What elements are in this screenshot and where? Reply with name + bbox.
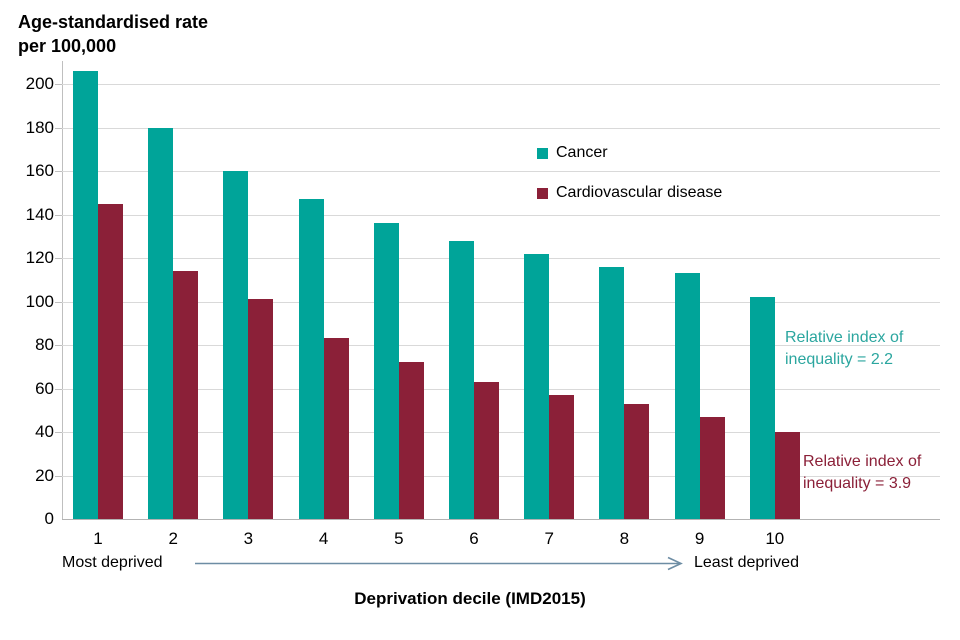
y-axis-label-180: 180 — [25, 117, 54, 137]
plot-area — [62, 61, 940, 519]
deprivation-arrow-icon — [195, 556, 683, 571]
y-tick-100 — [55, 301, 62, 303]
y-axis-label-120: 120 — [25, 248, 54, 267]
annotation-cancer-line1: Relative index of — [785, 329, 904, 346]
bar-cancer-decile-4 — [298, 199, 324, 519]
y-axis-label-100: 100 — [25, 291, 54, 311]
y-axis-label-160: 160 — [25, 161, 54, 180]
chart-title: Age-standardised rate per 100,000 — [18, 10, 208, 58]
gridline-160 — [62, 171, 940, 172]
gridline-20 — [62, 475, 940, 477]
y-axis-label-60: 60 — [35, 378, 54, 398]
y-axis-label-20: 20 — [35, 465, 54, 485]
x-axis-line — [62, 519, 940, 520]
legend-item-cancer: Cancer — [537, 144, 608, 161]
bar-cancer-decile-8 — [599, 266, 625, 519]
bar-cvd-decile-6 — [474, 381, 499, 519]
y-tick-20 — [55, 475, 62, 477]
annotation-cvd-line1: Relative index of — [803, 453, 922, 470]
x-axis-label-decile-2: 2 — [168, 529, 178, 548]
x-axis-label-decile-4: 4 — [318, 529, 329, 548]
gridline-120 — [62, 258, 940, 259]
y-tick-40 — [55, 432, 62, 433]
bar-cvd-decile-4 — [323, 338, 349, 519]
y-axis-line — [62, 61, 63, 519]
gridline-140 — [62, 214, 940, 216]
bar-cancer-decile-9 — [674, 273, 700, 519]
bar-cvd-decile-2 — [173, 271, 199, 519]
gridline-200 — [62, 84, 940, 85]
cancer-legend-swatch-icon — [537, 147, 548, 159]
y-axis-label-80: 80 — [35, 335, 54, 354]
bar-cancer-decile-3 — [223, 171, 249, 519]
chart-title-line1: Age-standardised rate — [18, 12, 209, 32]
bar-cancer-decile-10 — [749, 297, 775, 519]
bar-cancer-decile-6 — [449, 240, 474, 519]
bar-cvd-decile-5 — [398, 362, 424, 519]
y-axis-label-40: 40 — [35, 422, 54, 441]
gridline-60 — [62, 388, 940, 390]
bar-cvd-decile-8 — [624, 403, 650, 519]
most-deprived-note: Most deprived — [62, 554, 163, 571]
gridline-180 — [62, 127, 940, 129]
x-axis-label-decile-10: 10 — [765, 529, 785, 548]
legend-item-cvd: Cardiovascular disease — [537, 184, 723, 201]
gridline-80 — [62, 345, 940, 346]
annotation-cvd-line2: inequality = 3.9 — [803, 475, 912, 492]
y-axis-label-140: 140 — [25, 204, 54, 224]
annotation-cancer-rii: Relative index of inequality = 2.2 — [785, 327, 903, 371]
least-deprived-note: Least deprived — [694, 554, 799, 571]
y-tick-120 — [55, 258, 62, 259]
legend-label-cancer: Cancer — [556, 144, 608, 161]
y-tick-80 — [55, 345, 62, 346]
x-axis-label-decile-5: 5 — [394, 529, 404, 548]
bar-cancer-decile-1 — [73, 70, 98, 519]
y-tick-60 — [55, 388, 62, 390]
y-tick-140 — [55, 214, 62, 216]
x-axis-label-decile-1: 1 — [93, 529, 103, 548]
y-tick-200 — [55, 84, 62, 85]
x-axis-label-decile-6: 6 — [469, 529, 479, 548]
legend-label-cvd: Cardiovascular disease — [556, 184, 723, 201]
bar-cancer-decile-5 — [373, 223, 399, 519]
bar-cvd-decile-10 — [774, 432, 800, 519]
chart-title-line2: per 100,000 — [18, 36, 117, 56]
cvd-legend-swatch-icon — [537, 187, 548, 199]
y-tick-180 — [55, 127, 62, 129]
y-axis-label-200: 200 — [25, 74, 54, 93]
bar-cvd-decile-7 — [549, 395, 575, 519]
annotation-cancer-line2: inequality = 2.2 — [785, 351, 894, 368]
annotation-cvd-rii: Relative index of inequality = 3.9 — [803, 451, 921, 495]
bar-cvd-decile-1 — [98, 203, 123, 519]
bar-cvd-decile-9 — [699, 416, 725, 519]
x-axis-label-decile-8: 8 — [619, 529, 630, 548]
gridline-100 — [62, 301, 940, 303]
x-axis-label-decile-3: 3 — [243, 529, 254, 548]
y-axis-label-0: 0 — [44, 509, 54, 528]
gridline-40 — [62, 432, 940, 433]
bar-cancer-decile-2 — [148, 127, 174, 519]
y-tick-160 — [55, 171, 62, 172]
bar-cvd-decile-3 — [248, 299, 274, 519]
bar-cancer-decile-7 — [524, 253, 550, 519]
x-axis-label-decile-9: 9 — [694, 529, 705, 548]
x-axis-title: Deprivation decile (IMD2015) — [354, 589, 586, 608]
deprivation-arrow-stroke — [195, 556, 683, 571]
x-axis-label-decile-7: 7 — [544, 529, 554, 548]
